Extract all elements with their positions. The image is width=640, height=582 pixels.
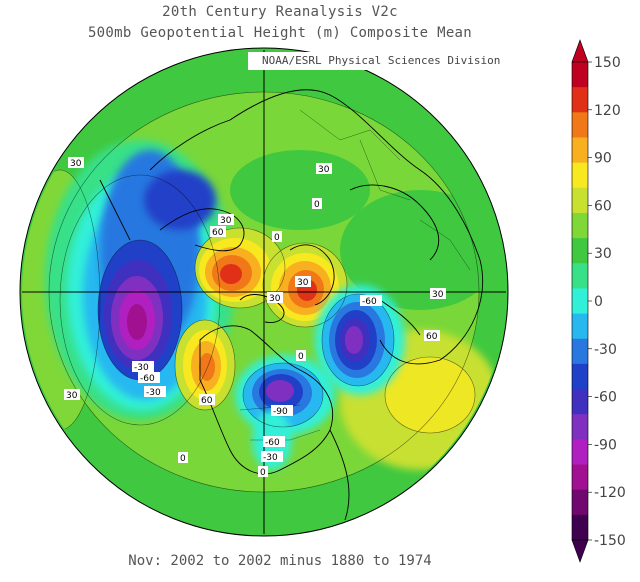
colorbar-tick-label: -60 xyxy=(594,390,617,406)
colorbar-swatch xyxy=(572,389,588,415)
svg-text:-60: -60 xyxy=(140,374,155,384)
contour-label: 0 xyxy=(272,231,282,243)
colorbar-swatch xyxy=(572,263,588,289)
svg-text:-30: -30 xyxy=(134,363,149,373)
svg-text:30: 30 xyxy=(269,294,281,304)
colorbar-tick-label: 0 xyxy=(594,294,603,310)
svg-text:-90: -90 xyxy=(273,407,288,417)
contour-label: -60 xyxy=(263,436,285,448)
colorbar-swatch xyxy=(572,62,588,88)
map-subtitle: 500mb Geopotential Height (m) Composite … xyxy=(87,25,473,41)
contour-label: -30 xyxy=(132,361,154,373)
colorbar-tick-label: 90 xyxy=(594,151,612,167)
colorbar-tick-label: -30 xyxy=(594,342,617,358)
svg-text:30: 30 xyxy=(70,159,82,169)
svg-text:60: 60 xyxy=(201,396,213,406)
svg-text:30: 30 xyxy=(220,216,232,226)
contour-label: 0 xyxy=(178,452,188,464)
colorbar-swatch xyxy=(572,439,588,465)
contour-label: 30 xyxy=(430,288,446,300)
contour-label: -90 xyxy=(271,405,293,417)
svg-text:30: 30 xyxy=(318,165,330,175)
contour-label: 30 xyxy=(68,157,84,169)
colorbar-swatch xyxy=(572,464,588,491)
contour-label: 30 xyxy=(316,163,332,175)
colorbar-swatch xyxy=(572,514,588,541)
contour-label: 0 xyxy=(296,350,306,362)
colorbar-swatch xyxy=(572,212,588,239)
map-title: 20th Century Reanalysis V2c xyxy=(162,4,398,20)
contour-label: -60 xyxy=(138,372,160,384)
colorbar-tick-label: 30 xyxy=(594,246,612,262)
colorbar-max-arrow xyxy=(571,39,589,63)
colorbar-swatch xyxy=(572,288,588,314)
contour-label: -30 xyxy=(261,451,283,463)
colorbar: 150 120 90 60 30 0 -30 -60 -90 -120 -150 xyxy=(571,39,626,563)
colorbar-swatch xyxy=(572,187,588,214)
svg-text:60: 60 xyxy=(212,228,224,238)
colorbar-tick-label: 120 xyxy=(594,103,621,119)
colorbar-tick-label: 150 xyxy=(594,55,621,71)
colorbar-tick-label: -90 xyxy=(594,437,617,453)
svg-text:0: 0 xyxy=(274,233,280,243)
svg-text:-60: -60 xyxy=(265,438,280,448)
svg-text:-30: -30 xyxy=(146,388,161,398)
date-range-caption: Nov: 2002 to 2002 minus 1880 to 1974 xyxy=(128,553,432,569)
svg-text:30: 30 xyxy=(66,391,78,401)
contour-label: -60 xyxy=(360,295,382,307)
contour-label: 30 xyxy=(218,214,234,226)
colorbar-swatch xyxy=(572,238,588,264)
credit-label: NOAA/ESRL Physical Sciences Division xyxy=(248,52,502,70)
colorbar-tick-label: -150 xyxy=(594,533,626,549)
contour-label: 30 xyxy=(64,389,80,401)
colorbar-swatch xyxy=(572,489,588,516)
contour-label: 60 xyxy=(199,394,215,406)
colorbar-swatch xyxy=(572,137,588,164)
svg-text:30: 30 xyxy=(432,290,444,300)
contour-label: 30 xyxy=(295,276,311,288)
colorbar-swatch xyxy=(572,414,588,440)
colorbar-swatch xyxy=(572,87,588,113)
svg-text:60: 60 xyxy=(426,332,438,342)
svg-text:0: 0 xyxy=(298,352,304,362)
colorbar-swatch xyxy=(572,112,588,138)
colorbar-swatch xyxy=(572,363,588,390)
svg-text:-60: -60 xyxy=(362,297,377,307)
svg-text:30: 30 xyxy=(297,278,309,288)
contour-label: 0 xyxy=(258,466,268,478)
contour-label: 0 xyxy=(312,198,322,210)
colorbar-tick-label: 60 xyxy=(594,198,612,214)
contour-labels: 30 30 60 30 0 0 30 30 -60 30 60 30 -30 -… xyxy=(64,157,446,478)
contour-label: 60 xyxy=(424,330,440,342)
contour-label: 60 xyxy=(210,226,226,238)
svg-text:0: 0 xyxy=(180,454,186,464)
colorbar-swatch xyxy=(572,313,588,340)
contour-label: -30 xyxy=(144,386,166,398)
svg-text:-30: -30 xyxy=(263,453,278,463)
colorbar-swatch xyxy=(572,338,588,365)
map-border xyxy=(19,47,509,537)
colorbar-swatch xyxy=(572,162,588,189)
colorbar-min-arrow xyxy=(571,539,589,563)
svg-text:0: 0 xyxy=(260,468,266,478)
contour-label: 30 xyxy=(267,292,283,304)
svg-text:0: 0 xyxy=(314,200,320,210)
coastlines xyxy=(99,89,484,521)
colorbar-tick-label: -120 xyxy=(594,485,626,501)
